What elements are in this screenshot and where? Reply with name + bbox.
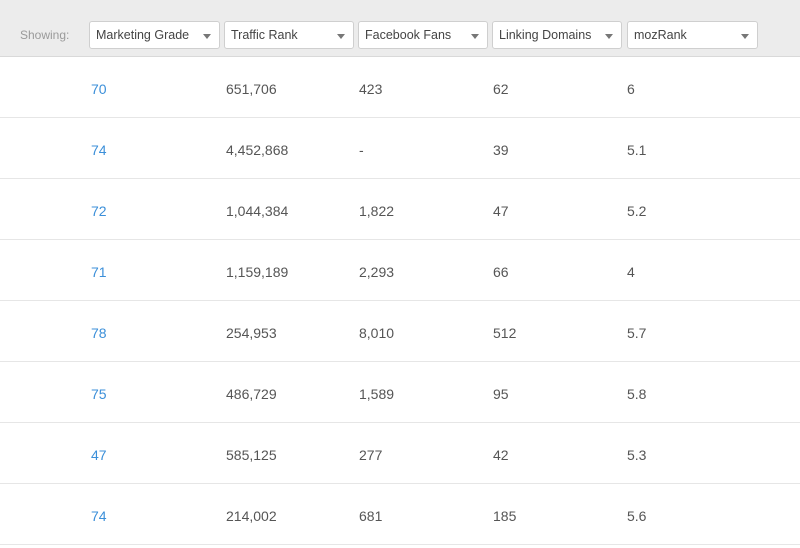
traffic-rank-value: 214,002	[226, 508, 277, 524]
caret-down-icon	[337, 34, 345, 39]
table-row: 75 486,729 1,589 95 5.8	[0, 362, 800, 423]
facebook-fans-value: 1,589	[359, 386, 395, 402]
linking-domains-value: 185	[493, 508, 517, 524]
table-row: 72 1,044,384 1,822 47 5.2	[0, 179, 800, 240]
traffic-rank-value: 1,044,384	[226, 203, 289, 219]
select-value: mozRank	[634, 28, 687, 42]
mozrank-value: 6	[627, 81, 635, 97]
marketing-grade-link[interactable]: 70	[91, 81, 107, 97]
select-value: Marketing Grade	[96, 28, 190, 42]
caret-down-icon	[203, 34, 211, 39]
marketing-grade-link[interactable]: 75	[91, 386, 107, 402]
marketing-grade-link[interactable]: 72	[91, 203, 107, 219]
linking-domains-value: 62	[493, 81, 509, 97]
mozrank-value: 5.7	[627, 325, 647, 341]
table-row: 71 1,159,189 2,293 66 4	[0, 240, 800, 301]
marketing-grade-link[interactable]: 71	[91, 264, 107, 280]
traffic-rank-value: 1,159,189	[226, 264, 289, 280]
marketing-grade-link[interactable]: 74	[91, 508, 107, 524]
column-select-traffic-rank[interactable]: Traffic Rank	[224, 21, 354, 49]
caret-down-icon	[741, 34, 749, 39]
facebook-fans-value: 681	[359, 508, 383, 524]
facebook-fans-value: 8,010	[359, 325, 395, 341]
facebook-fans-value: 423	[359, 81, 383, 97]
column-select-facebook-fans[interactable]: Facebook Fans	[358, 21, 488, 49]
linking-domains-value: 95	[493, 386, 509, 402]
mozrank-value: 5.1	[627, 142, 647, 158]
marketing-grade-link[interactable]: 47	[91, 447, 107, 463]
linking-domains-value: 42	[493, 447, 509, 463]
linking-domains-value: 512	[493, 325, 517, 341]
table-row: 74 4,452,868 - 39 5.1	[0, 118, 800, 179]
facebook-fans-value: 277	[359, 447, 383, 463]
showing-label: Showing:	[20, 28, 70, 42]
mozrank-value: 4	[627, 264, 635, 280]
caret-down-icon	[605, 34, 613, 39]
linking-domains-value: 47	[493, 203, 509, 219]
traffic-rank-value: 254,953	[226, 325, 277, 341]
mozrank-value: 5.8	[627, 386, 647, 402]
column-select-mozrank[interactable]: mozRank	[627, 21, 758, 49]
marketing-grade-link[interactable]: 74	[91, 142, 107, 158]
select-value: Linking Domains	[499, 28, 592, 42]
column-select-marketing-grade[interactable]: Marketing Grade	[89, 21, 220, 49]
table-row: 78 254,953 8,010 512 5.7	[0, 301, 800, 362]
traffic-rank-value: 4,452,868	[226, 142, 289, 158]
marketing-grade-link[interactable]: 78	[91, 325, 107, 341]
linking-domains-value: 39	[493, 142, 509, 158]
mozrank-value: 5.3	[627, 447, 647, 463]
select-value: Traffic Rank	[231, 28, 298, 42]
table-row: 47 585,125 277 42 5.3	[0, 423, 800, 484]
showing-toolbar: Showing: Marketing Grade Traffic Rank Fa…	[0, 0, 800, 57]
mozrank-value: 5.6	[627, 508, 647, 524]
facebook-fans-value: -	[359, 142, 364, 158]
facebook-fans-value: 1,822	[359, 203, 395, 219]
results-table: 70 651,706 423 62 6 74 4,452,868 - 39 5.…	[0, 57, 800, 545]
traffic-rank-value: 486,729	[226, 386, 277, 402]
facebook-fans-value: 2,293	[359, 264, 395, 280]
caret-down-icon	[471, 34, 479, 39]
table-row: 74 214,002 681 185 5.6	[0, 484, 800, 545]
select-value: Facebook Fans	[365, 28, 452, 42]
mozrank-value: 5.2	[627, 203, 647, 219]
table-row: 70 651,706 423 62 6	[0, 57, 800, 118]
traffic-rank-value: 585,125	[226, 447, 277, 463]
column-select-linking-domains[interactable]: Linking Domains	[492, 21, 622, 49]
traffic-rank-value: 651,706	[226, 81, 277, 97]
linking-domains-value: 66	[493, 264, 509, 280]
